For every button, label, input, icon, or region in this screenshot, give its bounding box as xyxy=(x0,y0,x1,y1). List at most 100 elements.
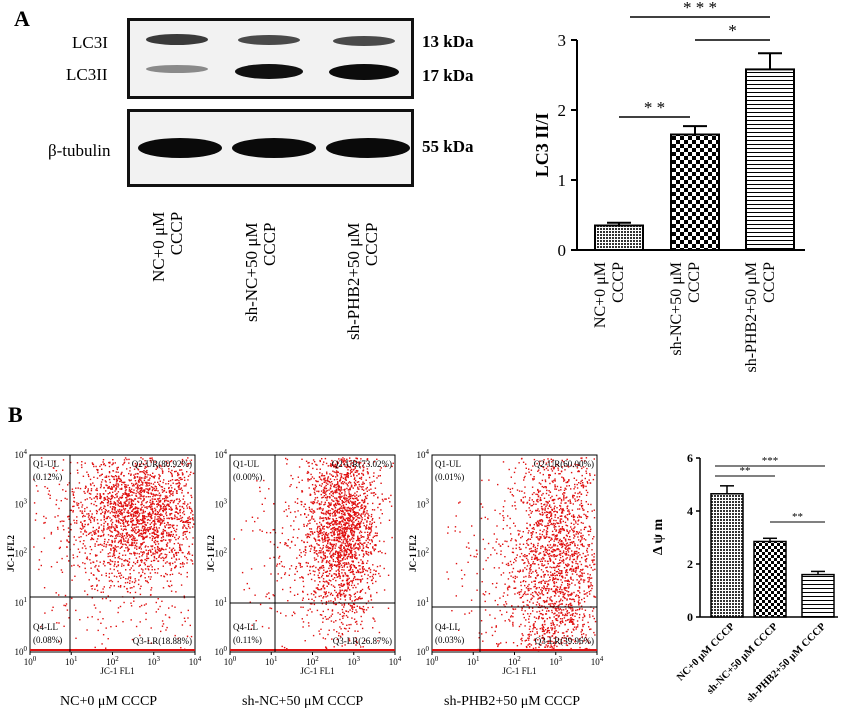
lane-label-1-line2: CCCP xyxy=(167,211,186,256)
flow-cytometry-plots: Q1-UL (0.12%) Q2-UR(80.92%) Q3-LR(18.88%) Q4… xyxy=(6,448,604,709)
x-tick-label-3-line1: sh-PHB2+50 μM xyxy=(743,262,760,373)
band-lc3ii-lane1 xyxy=(146,65,208,73)
x-tick-exponent: 2 xyxy=(517,655,521,663)
y-tick-exponent: 3 xyxy=(426,497,430,505)
quadrant-q4-label: Q4-LL xyxy=(435,622,460,632)
y-tick-label: 103 xyxy=(15,497,28,509)
quadrant-q1-label: Q1-UL xyxy=(435,459,461,469)
y-tick-exponent: 0 xyxy=(426,645,430,653)
y-tick-label: 102 xyxy=(215,547,228,559)
x-tick-label: 104 xyxy=(591,655,604,667)
x-tick-label: 103 xyxy=(348,655,361,667)
y-tick-exponent: 0 xyxy=(24,645,28,653)
quadrant-q1-value: (0.12%) xyxy=(33,472,62,482)
y-tick-label: 101 xyxy=(15,596,28,608)
quadrant-q4-label: Q4-LL xyxy=(233,622,258,632)
quadrant-q2-label: Q2-UR(73.02%) xyxy=(332,459,392,469)
y-tick-label: 101 xyxy=(417,596,430,608)
y-tick-exponent: 1 xyxy=(224,596,228,604)
flow-plot-3: Q1-UL (0.01%) Q2-UR(60.00%) Q3-LR(39.96%) Q4… xyxy=(408,448,604,709)
quadrant-q1-value: (0.00%) xyxy=(233,472,262,482)
y-tick-label: 102 xyxy=(15,547,28,559)
bar-1 xyxy=(710,493,744,618)
y-tick-label: 103 xyxy=(215,497,228,509)
flow-x-label: JC-1 FL1 xyxy=(502,666,536,676)
flow-title: NC+0 μM CCCP xyxy=(60,694,157,709)
quadrant-q3-label: Q3-LR(18.88%) xyxy=(133,636,192,646)
y-tick-exponent: 4 xyxy=(426,448,430,456)
quadrant-q2-label: Q2-UR(80.92%) xyxy=(132,459,192,469)
y-tick-label: 104 xyxy=(417,448,430,460)
x-tick-label: 101 xyxy=(65,655,78,667)
x-tick-label: 104 xyxy=(189,655,202,667)
quadrant-q4-label: Q4-LL xyxy=(33,622,58,632)
y-tick-label: 100 xyxy=(215,645,228,657)
flow-y-label: JC-1 FL2 xyxy=(206,535,216,572)
flow-dots xyxy=(233,457,394,651)
y-tick-label: 3 xyxy=(558,31,567,50)
bar-2 xyxy=(753,540,787,618)
flow-x-label: JC-1 FL1 xyxy=(100,666,134,676)
band-lc3ii-lane3 xyxy=(329,64,399,80)
band-lc3i-lane2 xyxy=(238,35,300,45)
bar-3 xyxy=(801,573,835,618)
lane-label-1-line1: NC+0 μM xyxy=(149,211,168,282)
panel-b-letter: B xyxy=(8,402,23,427)
lane-label-3-line1: sh-PHB2+50 μM xyxy=(344,222,363,340)
y-tick-exponent: 3 xyxy=(224,497,228,505)
band-tubulin-lane2 xyxy=(232,138,316,158)
flow-dots xyxy=(33,457,195,651)
y-tick-exponent: 4 xyxy=(224,448,228,456)
x-tick-exponent: 0 xyxy=(233,655,237,663)
quadrant-q2-label: Q2-UR(60.00%) xyxy=(534,459,594,469)
y-tick-label: 103 xyxy=(417,497,430,509)
y-tick-label: 1 xyxy=(558,171,567,190)
panel-a-letter: A xyxy=(14,6,30,31)
y-tick-exponent: 2 xyxy=(24,547,28,555)
y-tick-label: 6 xyxy=(687,451,693,465)
x-tick-label-3-line2: CCCP xyxy=(761,262,778,303)
x-tick-exponent: 2 xyxy=(115,655,119,663)
sig-label-3: ** xyxy=(792,511,803,523)
lane-label-1: NC+0 μM CCCP xyxy=(149,211,186,282)
x-tick-label: 103 xyxy=(550,655,563,667)
x-tick-exponent: 0 xyxy=(435,655,439,663)
y-tick-label: 2 xyxy=(558,101,567,120)
bar-1 xyxy=(594,224,644,251)
quadrant-q4-value: (0.08%) xyxy=(33,635,62,645)
x-tick-exponent: 0 xyxy=(33,655,37,663)
y-tick-exponent: 4 xyxy=(24,448,28,456)
lane-label-3-line2: CCCP xyxy=(362,222,381,267)
x-tick-exponent: 3 xyxy=(559,655,563,663)
x-tick-label: 104 xyxy=(389,655,402,667)
quadrant-q3-label: Q3-LR(26.87%) xyxy=(333,636,392,646)
y-tick-exponent: 1 xyxy=(24,596,28,604)
x-tick-exponent: 3 xyxy=(357,655,361,663)
flow-title: sh-NC+50 μM CCCP xyxy=(242,694,363,709)
flow-title: sh-PHB2+50 μM CCCP xyxy=(444,694,580,709)
y-tick-exponent: 3 xyxy=(24,497,28,505)
lane-label-2: sh-NC+50 μM CCCP xyxy=(242,223,279,322)
size-13kda: 13 kDa xyxy=(422,32,474,51)
x-tick-label-2: sh-NC+50 μM CCCP xyxy=(668,262,703,356)
y-tick-label: 0 xyxy=(687,610,693,624)
band-tubulin-lane3 xyxy=(326,138,410,158)
band-tubulin-lane1 xyxy=(138,138,222,158)
lc3-blot xyxy=(127,18,414,99)
x-tick-label-1-line2: CCCP xyxy=(610,262,627,303)
flow-plot-1: Q1-UL (0.12%) Q2-UR(80.92%) Q3-LR(18.88%) Q4… xyxy=(6,448,202,709)
x-tick-label: 101 xyxy=(467,655,480,667)
y-tick-label: 101 xyxy=(215,596,228,608)
x-tick-exponent: 4 xyxy=(198,655,202,663)
sig-label-3: * * * xyxy=(683,0,717,17)
quadrant-q4-value: (0.11%) xyxy=(233,635,262,645)
x-tick-label: 103 xyxy=(148,655,161,667)
y-tick-label: 104 xyxy=(215,448,228,460)
y-axis-label: LC3 II/I xyxy=(532,113,552,178)
y-tick-label: 102 xyxy=(417,547,430,559)
label-lc3i: LC3I xyxy=(72,33,108,52)
x-tick-label-3: sh-PHB2+50 μM CCCP xyxy=(743,262,778,373)
flow-y-label: JC-1 FL2 xyxy=(6,535,16,572)
x-tick-label: 100 xyxy=(224,655,237,667)
x-tick-label: 100 xyxy=(426,655,439,667)
